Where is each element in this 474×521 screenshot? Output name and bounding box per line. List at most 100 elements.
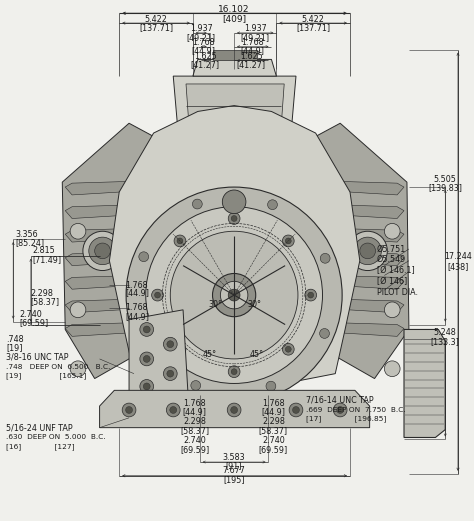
Circle shape: [177, 238, 183, 244]
Circle shape: [228, 213, 240, 225]
Circle shape: [220, 281, 248, 309]
Text: 7.677: 7.677: [223, 466, 246, 475]
Polygon shape: [65, 181, 137, 195]
Polygon shape: [186, 84, 284, 125]
Polygon shape: [332, 252, 404, 266]
Circle shape: [285, 238, 291, 244]
Circle shape: [167, 370, 174, 377]
Text: Ø5.549: Ø5.549: [376, 255, 406, 264]
Text: 1.625: 1.625: [240, 52, 263, 61]
Polygon shape: [109, 106, 360, 393]
Circle shape: [354, 237, 382, 265]
Polygon shape: [332, 205, 404, 218]
Text: [Ø 146.1]: [Ø 146.1]: [376, 266, 414, 275]
Text: PILOT DIA.: PILOT DIA.: [376, 288, 418, 296]
Circle shape: [139, 252, 149, 262]
Circle shape: [384, 224, 400, 239]
Circle shape: [155, 292, 161, 298]
Text: 2.298: 2.298: [262, 417, 285, 426]
Text: 3/8-16 UNC TAP: 3/8-16 UNC TAP: [6, 352, 69, 362]
Polygon shape: [404, 329, 445, 438]
Polygon shape: [173, 76, 296, 133]
Text: 30°: 30°: [248, 301, 262, 309]
Circle shape: [140, 379, 154, 393]
Text: .748: .748: [6, 335, 24, 344]
Circle shape: [140, 322, 154, 337]
Text: [19]                [165.1]: [19] [165.1]: [6, 372, 87, 379]
Circle shape: [95, 243, 110, 259]
Circle shape: [228, 289, 240, 301]
Circle shape: [289, 403, 303, 417]
Circle shape: [231, 369, 237, 375]
Text: [195]: [195]: [223, 475, 245, 484]
Text: 1.937: 1.937: [244, 24, 266, 33]
Text: 3.356: 3.356: [15, 230, 38, 239]
Circle shape: [70, 302, 86, 318]
Text: [409]: [409]: [222, 14, 246, 23]
Circle shape: [283, 343, 294, 355]
Circle shape: [384, 361, 400, 377]
Text: 1.625: 1.625: [194, 52, 217, 61]
Text: [58.37]: [58.37]: [259, 426, 288, 435]
Circle shape: [348, 231, 387, 270]
Text: [49.21]: [49.21]: [187, 33, 216, 42]
Text: 17.244: 17.244: [444, 252, 472, 262]
Text: [16]              [127]: [16] [127]: [6, 443, 75, 450]
Circle shape: [333, 403, 347, 417]
Text: [69.59]: [69.59]: [259, 445, 288, 454]
Text: [438]: [438]: [447, 262, 469, 271]
Polygon shape: [332, 322, 404, 337]
Text: [69.59]: [69.59]: [180, 445, 210, 454]
Circle shape: [166, 403, 180, 417]
Circle shape: [170, 406, 177, 414]
Polygon shape: [332, 228, 404, 242]
Text: .669  DEEP ON  7.750  B.C.: .669 DEEP ON 7.750 B.C.: [306, 407, 405, 413]
Polygon shape: [65, 276, 137, 289]
Circle shape: [164, 337, 177, 351]
Text: [58.37]: [58.37]: [180, 426, 210, 435]
Circle shape: [174, 343, 186, 355]
Text: [49.21]: [49.21]: [241, 33, 270, 42]
Circle shape: [122, 403, 136, 417]
Text: 2.815: 2.815: [33, 246, 55, 255]
Text: [41.27]: [41.27]: [191, 60, 220, 69]
Polygon shape: [129, 310, 188, 403]
Text: 45°: 45°: [250, 350, 264, 358]
Circle shape: [152, 289, 164, 301]
Circle shape: [164, 367, 177, 380]
Polygon shape: [65, 299, 137, 313]
Text: 1.768: 1.768: [192, 38, 215, 47]
Text: [41.27]: [41.27]: [237, 60, 266, 69]
Text: [Ø 146]: [Ø 146]: [376, 277, 407, 286]
Circle shape: [384, 302, 400, 318]
Text: [44.9]: [44.9]: [183, 407, 207, 416]
Circle shape: [170, 231, 298, 359]
Text: [44.9]: [44.9]: [125, 312, 149, 321]
Polygon shape: [65, 252, 137, 266]
Text: 5.422: 5.422: [302, 15, 325, 23]
Circle shape: [167, 341, 174, 348]
Text: 5.248: 5.248: [434, 328, 456, 337]
Circle shape: [231, 216, 237, 221]
Text: [139.83]: [139.83]: [428, 183, 462, 193]
Text: 5.422: 5.422: [145, 15, 167, 23]
Text: 5.505: 5.505: [434, 175, 456, 184]
Text: .748   DEEP ON  6.500   B.C.: .748 DEEP ON 6.500 B.C.: [6, 364, 110, 370]
Text: .630  DEEP ON  5.000  B.C.: .630 DEEP ON 5.000 B.C.: [6, 435, 106, 440]
Text: 2.298: 2.298: [183, 417, 206, 426]
Text: 7/16-14 UNC TAP: 7/16-14 UNC TAP: [306, 395, 374, 405]
Text: [44.9]: [44.9]: [191, 46, 216, 56]
Polygon shape: [100, 390, 370, 428]
Circle shape: [285, 346, 291, 352]
Circle shape: [70, 224, 86, 239]
Circle shape: [222, 190, 246, 214]
Circle shape: [126, 406, 133, 414]
Text: 2.740: 2.740: [19, 310, 42, 319]
Text: 2.740: 2.740: [262, 436, 285, 445]
Circle shape: [227, 403, 241, 417]
Text: 30°: 30°: [209, 301, 222, 309]
Circle shape: [308, 292, 314, 298]
Circle shape: [266, 381, 276, 391]
Text: [19]: [19]: [6, 344, 23, 353]
Circle shape: [70, 361, 86, 377]
